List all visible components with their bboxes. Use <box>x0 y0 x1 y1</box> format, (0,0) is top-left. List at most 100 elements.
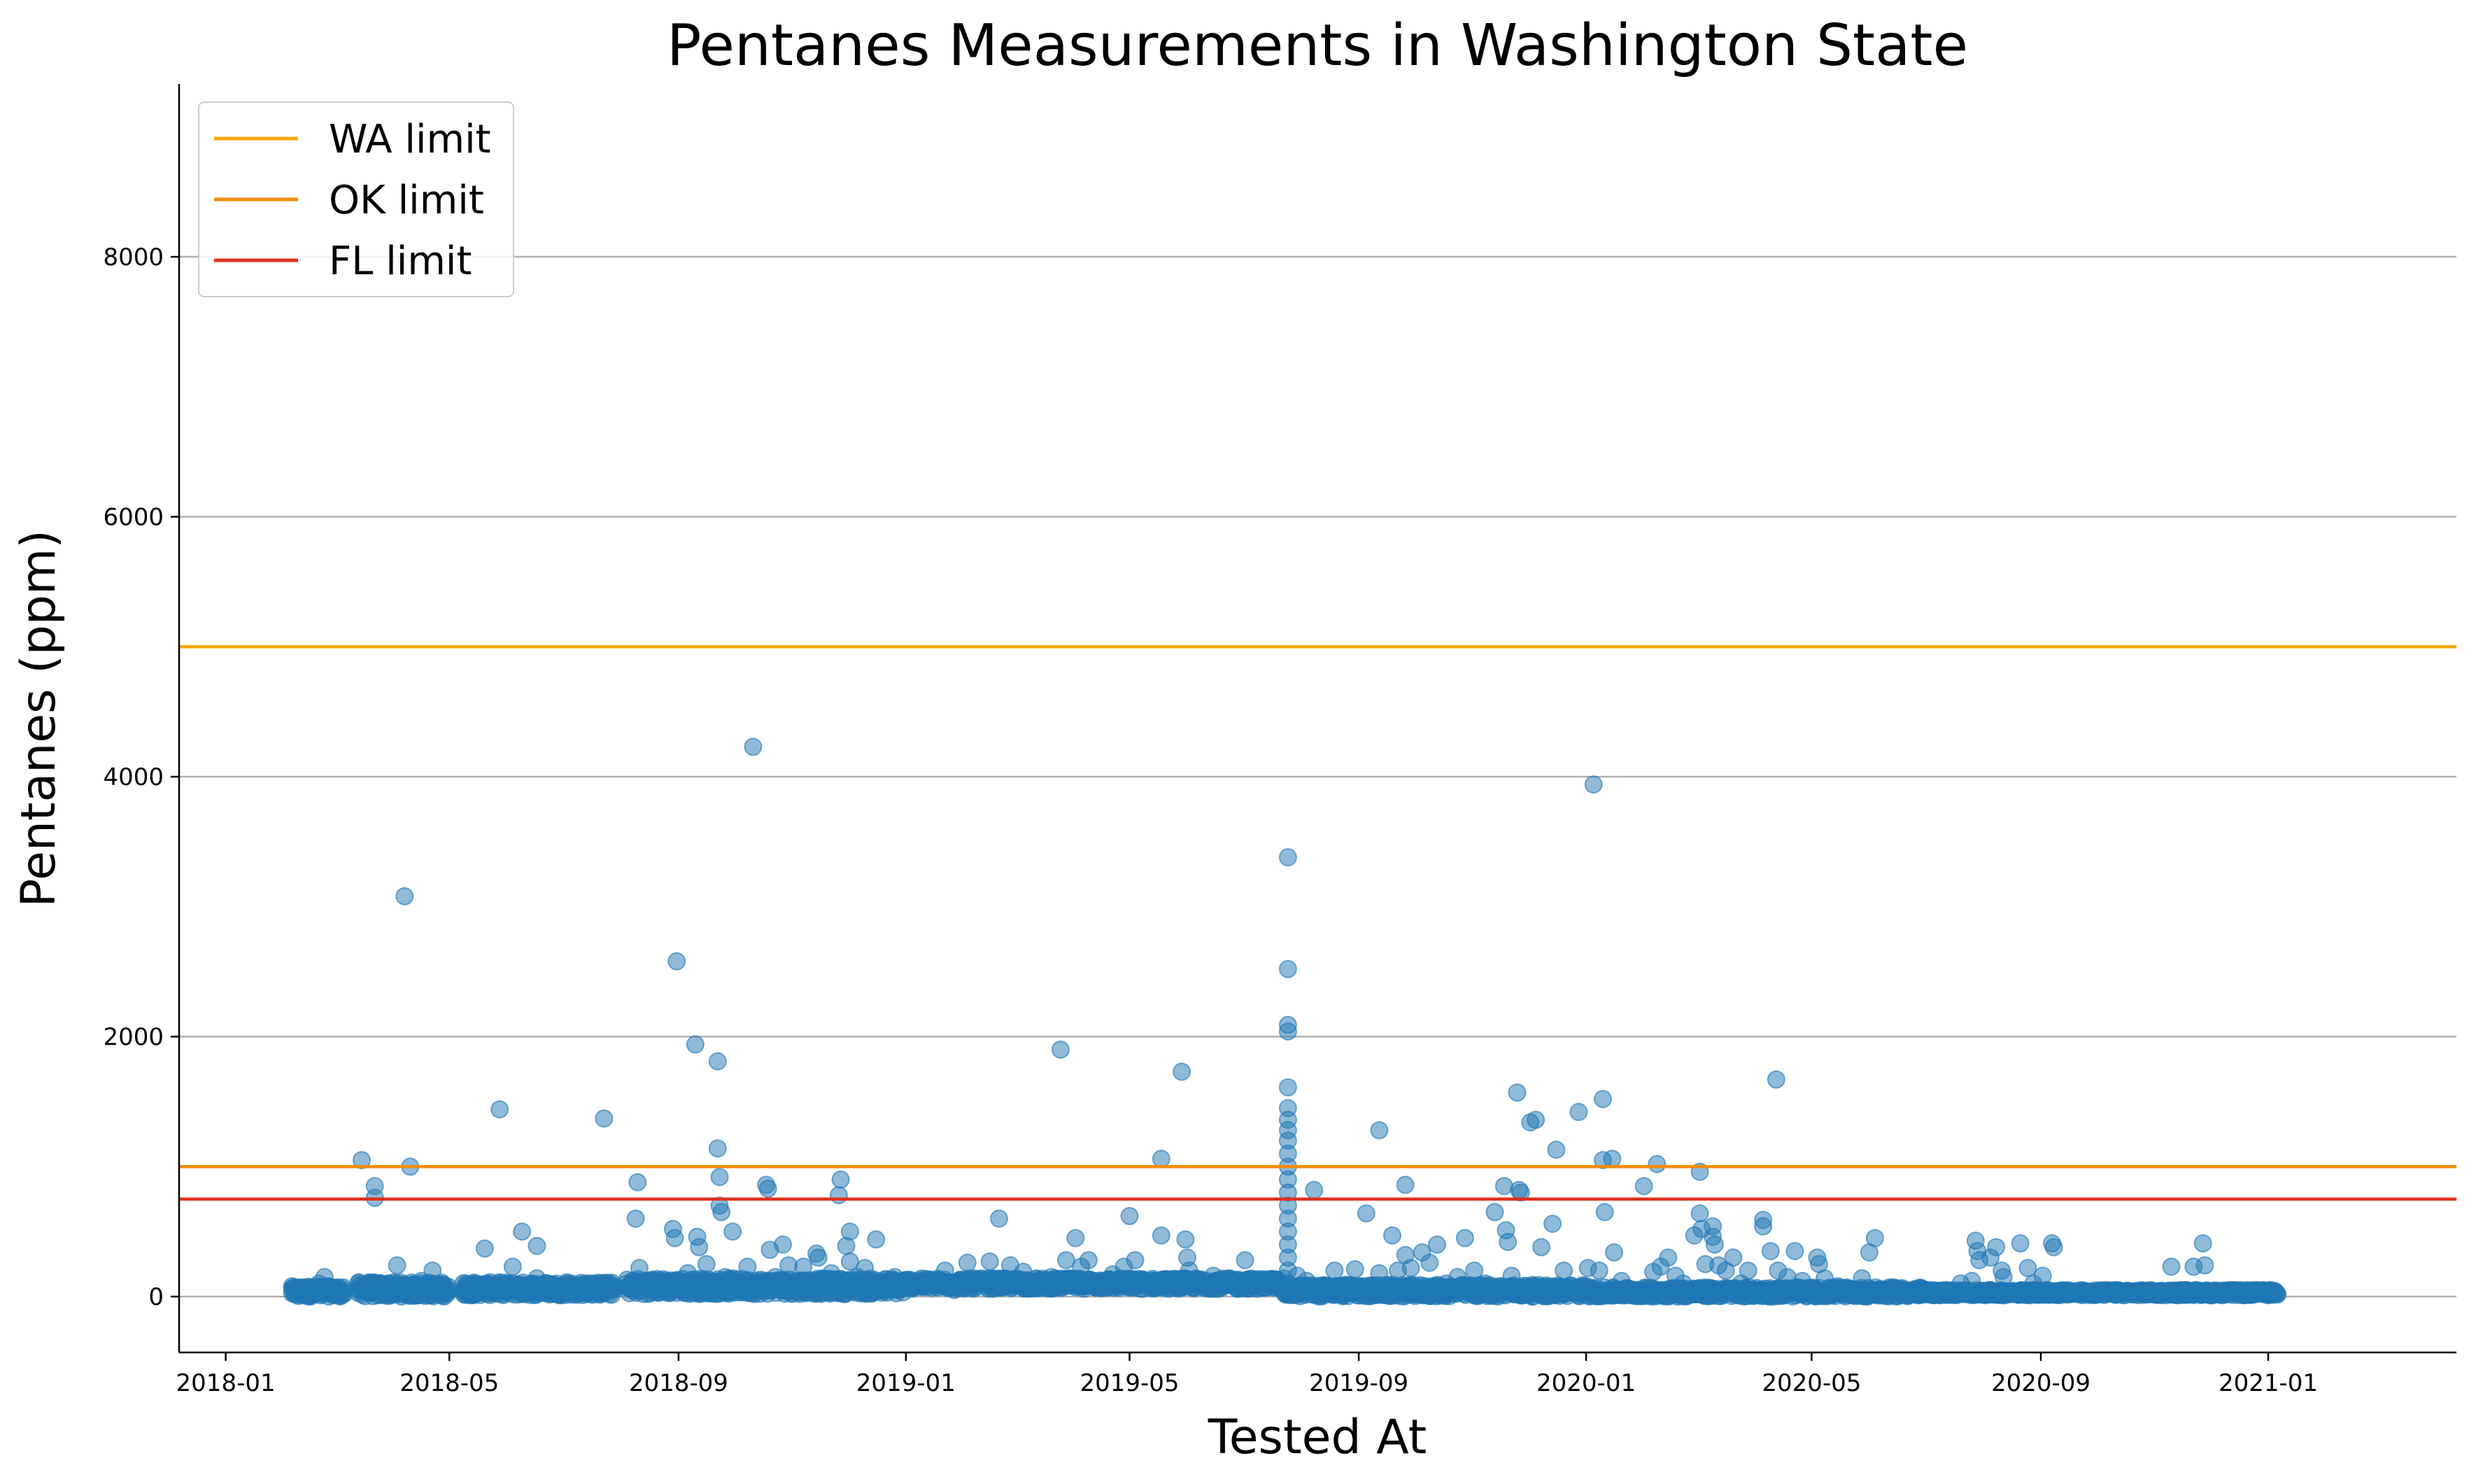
data-point <box>1173 1062 1191 1081</box>
data-point <box>2244 1282 2263 1301</box>
data-point <box>1485 1203 1504 1222</box>
data-point <box>1314 1277 1333 1296</box>
y-tick-label: 4000 <box>103 763 164 791</box>
legend-label: OK limit <box>329 178 484 223</box>
data-point <box>1278 1022 1297 1041</box>
data-point <box>1754 1217 1773 1236</box>
data-point <box>1778 1268 1797 1287</box>
data-point <box>809 1248 828 1267</box>
data-point <box>2267 1284 2286 1303</box>
data-point <box>716 1268 735 1287</box>
data-point <box>856 1259 875 1278</box>
data-point <box>1584 775 1603 794</box>
data-point <box>1260 1274 1279 1293</box>
data-point <box>1569 1103 1588 1122</box>
data-point <box>913 1274 932 1293</box>
x-tick-label: 2019-09 <box>1309 1369 1408 1397</box>
data-point <box>1297 1271 1316 1290</box>
data-point <box>628 1173 647 1192</box>
data-point <box>656 1271 675 1290</box>
data-point <box>840 1252 859 1271</box>
data-point <box>945 1280 964 1299</box>
data-point <box>2195 1256 2214 1275</box>
data-point <box>1962 1271 1981 1290</box>
data-point <box>1236 1251 1254 1270</box>
x-tick-label: 2018-09 <box>629 1369 728 1397</box>
data-point <box>690 1238 709 1257</box>
data-point <box>990 1209 1008 1228</box>
data-point <box>475 1239 494 1258</box>
data-point <box>490 1100 509 1119</box>
data-point <box>1428 1235 1446 1254</box>
data-point <box>766 1268 785 1287</box>
data-point <box>1648 1154 1667 1173</box>
data-point <box>1705 1235 1724 1254</box>
data-point <box>595 1109 614 1128</box>
data-point <box>1724 1248 1743 1267</box>
data-point <box>702 1277 721 1296</box>
data-point <box>1785 1242 1804 1261</box>
data-point <box>1853 1269 1872 1288</box>
data-point <box>831 1170 850 1189</box>
legend-entries: WA limit OK limit FL limit <box>214 117 491 284</box>
data-point <box>1622 1280 1640 1299</box>
data-point <box>2227 1283 2246 1302</box>
data-point <box>2177 1280 2195 1299</box>
data-point <box>1594 1089 1612 1108</box>
grid-layer <box>179 255 2456 1298</box>
data-point <box>1904 1282 1923 1301</box>
data-point <box>1120 1207 1139 1225</box>
x-tick-label: 2018-01 <box>176 1369 276 1397</box>
data-point <box>2137 1282 2156 1301</box>
data-point <box>1659 1248 1678 1267</box>
data-point <box>744 737 763 756</box>
data-point <box>1595 1203 1614 1222</box>
data-point <box>665 1229 684 1248</box>
data-point <box>822 1264 841 1282</box>
data-point <box>749 1280 768 1298</box>
data-point <box>1532 1238 1551 1257</box>
data-point <box>600 1274 619 1293</box>
data-point <box>1051 1040 1070 1059</box>
x-tick-label: 2020-09 <box>1991 1369 2091 1397</box>
data-point <box>697 1255 716 1273</box>
y-tick-label: 6000 <box>103 504 164 532</box>
data-point <box>1816 1269 1834 1288</box>
y-ticks: 0 2000 4000 6000 8000 <box>103 243 179 1311</box>
limits-layer <box>179 645 2456 1201</box>
data-point <box>971 1274 990 1293</box>
data-point <box>1325 1262 1344 1280</box>
data-point <box>423 1262 442 1280</box>
x-ticks: 2018-01 2018-05 2018-09 2019-01 2019-05 2019-… <box>176 1352 2318 1397</box>
data-point <box>686 1035 705 1054</box>
data-point <box>558 1273 576 1292</box>
data-point <box>1079 1251 1098 1270</box>
data-point <box>794 1257 813 1276</box>
data-point <box>1690 1204 1709 1223</box>
data-point <box>626 1209 645 1228</box>
data-point <box>1152 1150 1170 1168</box>
data-point <box>1027 1274 1046 1293</box>
data-point <box>1499 1233 1518 1252</box>
data-point <box>1420 1253 1439 1272</box>
data-point <box>630 1259 649 1278</box>
x-tick-label: 2020-05 <box>1762 1369 1861 1397</box>
y-axis-label: Pentanes (ppm) <box>11 530 66 907</box>
x-axis-label: Tested At <box>1208 1410 1427 1465</box>
data-point <box>1555 1262 1573 1280</box>
data-point <box>840 1222 859 1241</box>
data-point <box>2011 1234 2030 1252</box>
data-point <box>1605 1243 1623 1262</box>
data-point <box>2104 1283 2123 1302</box>
legend: WA limit OK limit FL limit <box>198 101 514 297</box>
data-point <box>1336 1275 1355 1294</box>
data-point <box>730 1274 749 1293</box>
data-point <box>1865 1229 1884 1248</box>
data-point <box>1383 1226 1401 1245</box>
data-point <box>2209 1282 2228 1301</box>
data-point <box>1014 1262 1033 1281</box>
data-point <box>2018 1259 2037 1278</box>
data-point <box>1502 1266 1521 1285</box>
